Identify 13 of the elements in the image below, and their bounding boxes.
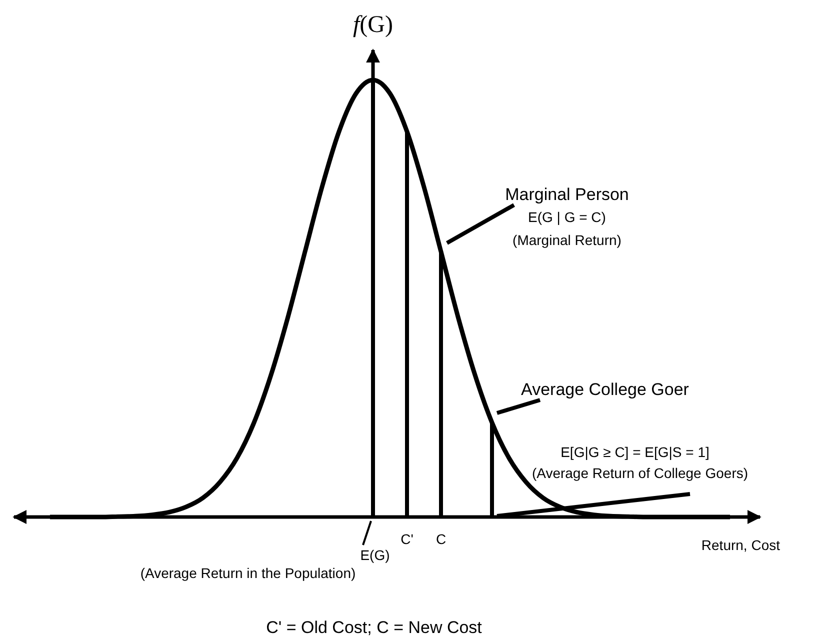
annotation: (Marginal Return) xyxy=(512,232,622,248)
x-tick-label: C' xyxy=(400,531,414,547)
annotation: Average College Goer xyxy=(521,380,690,399)
x-axis-title: Return, Cost xyxy=(701,537,780,553)
y-axis-title: f(G) xyxy=(353,12,393,38)
x-tick-label: C xyxy=(436,531,446,547)
text: (Average Return in the Population) xyxy=(140,565,356,581)
text: C' = Old Cost; C = New Cost xyxy=(266,618,482,637)
annotation: E(G | G = C) xyxy=(528,209,606,225)
annotation: Marginal Person xyxy=(505,185,629,204)
annotation: E[G|G ≥ C] = E[G|S = 1] xyxy=(560,444,710,460)
x-tick-label: E(G) xyxy=(360,547,390,563)
annotation: (Average Return of College Goers) xyxy=(532,465,748,481)
